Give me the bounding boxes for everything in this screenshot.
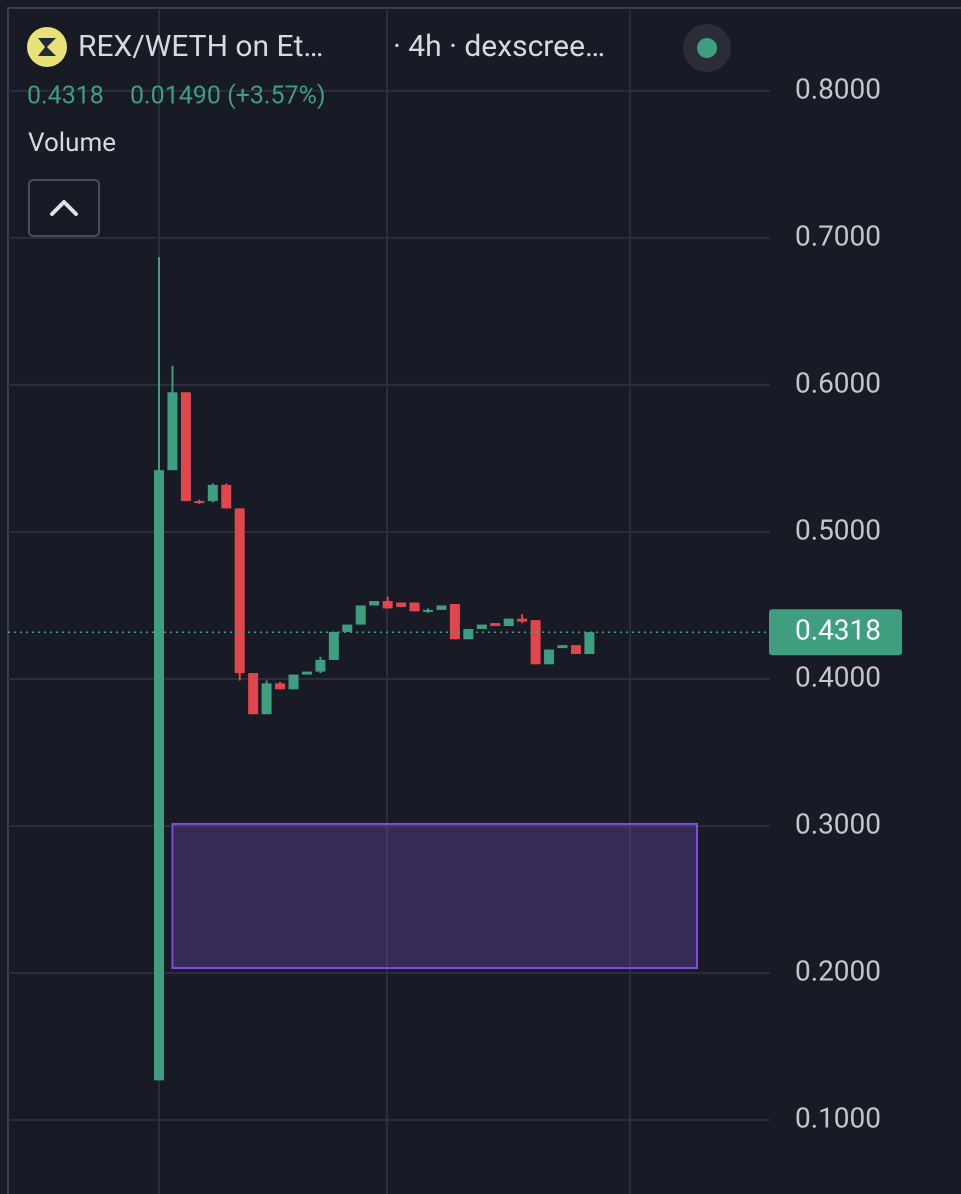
candle-body bbox=[517, 618, 528, 622]
candle-body bbox=[194, 501, 205, 504]
y-tick-label: 0.2000 bbox=[795, 954, 881, 987]
candle-body bbox=[248, 673, 259, 715]
candle-body bbox=[463, 628, 474, 640]
candle-body bbox=[180, 392, 191, 502]
candle-body bbox=[207, 484, 218, 502]
price-zone bbox=[171, 822, 698, 970]
candle-body bbox=[154, 470, 164, 1081]
candle-body bbox=[476, 624, 487, 629]
candle-body bbox=[409, 602, 420, 612]
candle-body bbox=[503, 618, 514, 627]
y-tick-label: 0.3000 bbox=[795, 807, 881, 840]
candle-body bbox=[355, 605, 366, 625]
header: REX/WETH on Et… · 4h · dexscree… 0.4318 … bbox=[27, 24, 731, 237]
candle-body bbox=[328, 631, 339, 660]
last-price: 0.4318 bbox=[27, 82, 104, 111]
candle-body bbox=[436, 605, 447, 610]
frame bbox=[7, 7, 961, 1194]
candle-body bbox=[557, 645, 568, 649]
candle-body bbox=[234, 508, 245, 674]
candle-body bbox=[396, 602, 407, 607]
y-tick-label: 0.6000 bbox=[795, 366, 881, 399]
candle-body bbox=[530, 620, 541, 665]
candle-body bbox=[369, 601, 380, 606]
token-icon-glyph bbox=[38, 38, 56, 56]
candle-body bbox=[449, 603, 460, 640]
candle-body bbox=[261, 683, 272, 715]
last-price-label: 0.4318 bbox=[795, 614, 881, 647]
subtitle: · 4h · dexscree… bbox=[393, 29, 605, 64]
volume-label: Volume bbox=[28, 128, 116, 158]
candle-body bbox=[315, 659, 326, 672]
y-tick-label: 0.4000 bbox=[795, 660, 881, 693]
y-tick-label: 0.7000 bbox=[795, 219, 881, 252]
candle-body bbox=[584, 632, 595, 654]
title: REX/WETH on Et… bbox=[78, 29, 323, 64]
y-tick-label: 0.8000 bbox=[795, 72, 881, 105]
candle-body bbox=[288, 674, 299, 690]
y-tick-label: 0.5000 bbox=[795, 513, 881, 546]
candle-body bbox=[570, 645, 581, 654]
chevron-up bbox=[50, 200, 78, 216]
candle-body bbox=[423, 609, 433, 612]
plot bbox=[154, 257, 698, 1081]
grid bbox=[8, 10, 770, 1194]
candle-body bbox=[490, 623, 501, 627]
price-change: 0.01490 (+3.57%) bbox=[130, 82, 326, 111]
candle-body bbox=[544, 649, 555, 665]
last-price-box bbox=[769, 609, 902, 656]
y-tick-label: 0.1000 bbox=[795, 1101, 881, 1134]
candle-body bbox=[342, 624, 353, 632]
collapse-button[interactable] bbox=[28, 179, 100, 237]
candle-body bbox=[167, 392, 178, 471]
candle-body bbox=[382, 601, 393, 609]
candle-body bbox=[275, 683, 286, 690]
status-dot bbox=[697, 38, 717, 58]
candle-body bbox=[221, 484, 232, 509]
candle-body bbox=[301, 671, 312, 675]
